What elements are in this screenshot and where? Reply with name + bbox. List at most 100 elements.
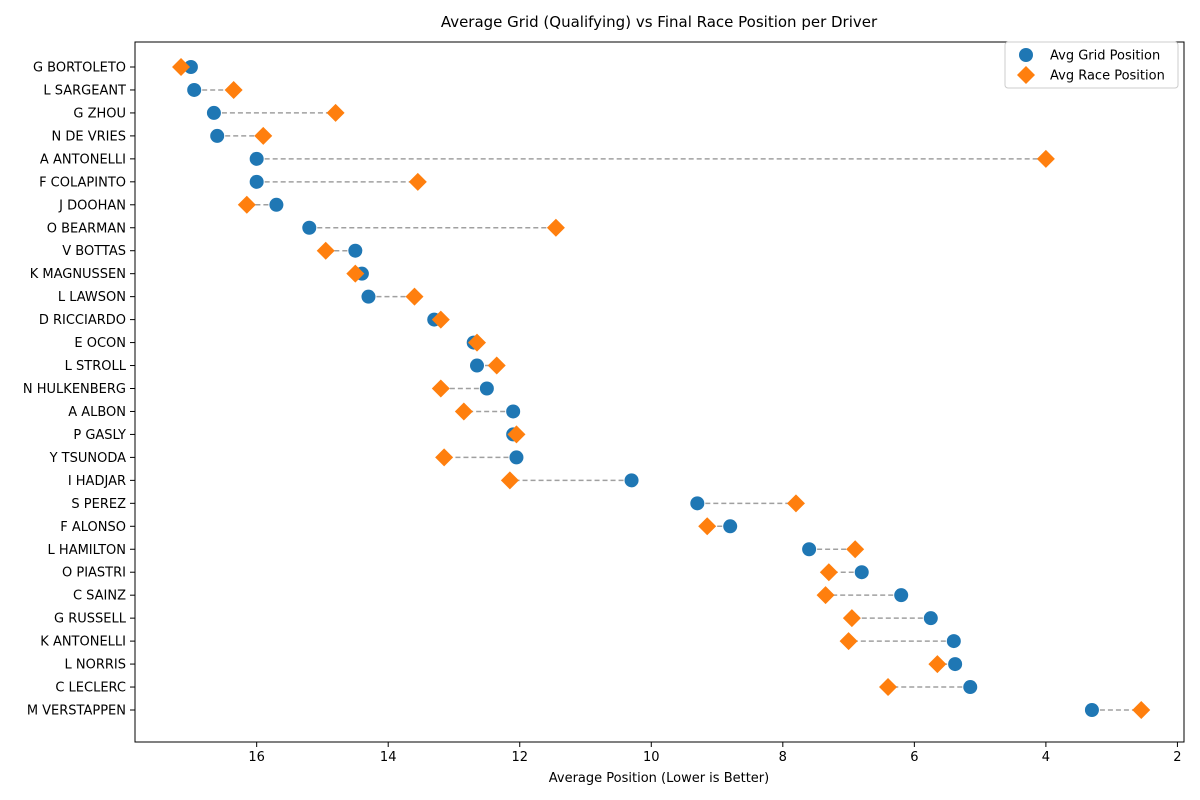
race-position-point (786, 494, 805, 513)
grid-position-point (690, 496, 705, 511)
y-tick-label: A ALBON (68, 405, 126, 420)
chart-title: Average Grid (Qualifying) vs Final Race … (441, 13, 878, 31)
y-tick-label: Y TSUNODA (49, 451, 127, 466)
race-position-point (224, 80, 243, 99)
plot-area: 16 14 12 10 8 6 4 2 G BORTOLETO L SARGEANT G ZHOU N… (23, 41, 1185, 765)
race-position-point (487, 356, 506, 375)
race-position-point (237, 195, 256, 214)
grid-position-point (269, 197, 284, 212)
y-tick-label: M VERSTAPPEN (27, 704, 126, 719)
y-tick-label: K MAGNUSSEN (30, 267, 126, 282)
race-position-point (507, 425, 526, 444)
y-tick-label: D RICCIARDO (39, 313, 126, 328)
grid-position-point (479, 381, 494, 396)
grid-position-point (206, 105, 221, 120)
y-tick-label: S PEREZ (71, 497, 126, 512)
race-position-point (546, 218, 565, 237)
race-position-point (316, 241, 335, 260)
x-tick-label: 10 (643, 750, 660, 765)
race-position-point (839, 632, 858, 651)
y-tick-label: L STROLL (65, 359, 127, 374)
grid-position-point (183, 60, 198, 74)
y-tick-label: L SARGEANT (43, 83, 126, 98)
y-tick-label: I HADJAR (68, 474, 126, 489)
race-position-point (816, 586, 835, 605)
x-tick-label: 16 (248, 750, 265, 765)
grid-position-point (946, 634, 961, 649)
grid-position-point (348, 243, 363, 258)
race-position-point (879, 678, 898, 697)
y-tick-label: J DOOHAN (58, 198, 126, 213)
race-position-point (346, 264, 365, 283)
legend-race-label: Avg Race Position (1050, 69, 1165, 84)
grid-position-point (249, 151, 264, 166)
plot-frame (134, 41, 1185, 743)
y-tick-label: P GASLY (73, 428, 126, 443)
y-tick-label: L HAMILTON (48, 543, 126, 558)
y-tick-label: C LECLERC (55, 681, 126, 696)
y-tick-label: G ZHOU (73, 106, 126, 121)
grid-position-point (506, 404, 521, 419)
y-tick-label: N HULKENBERG (23, 382, 126, 397)
grid-position-point (854, 565, 869, 580)
grid-position-point (302, 220, 317, 235)
race-position-point (1132, 701, 1151, 719)
legend-grid-label: Avg Grid Position (1050, 49, 1160, 64)
y-tick-label: L NORRIS (65, 658, 126, 673)
legend-race-marker (1017, 66, 1035, 84)
grid-position-point (469, 358, 484, 373)
race-position-point (842, 609, 861, 628)
grid-position-point (948, 657, 963, 672)
x-axis-label: Average Position (Lower is Better) (549, 771, 769, 786)
x-tick-label: 4 (1042, 750, 1050, 765)
race-position-point (435, 448, 454, 467)
race-position-point (698, 517, 717, 536)
race-position-point (928, 655, 947, 674)
grid-position-point (210, 128, 225, 143)
grid-position-point (624, 473, 639, 488)
y-tick-label: F COLAPINTO (39, 175, 126, 190)
race-position-point (431, 310, 450, 329)
y-tick-label: K ANTONELLI (40, 635, 126, 650)
y-tick-label: C SAINZ (73, 589, 126, 604)
x-tick-label: 12 (511, 750, 528, 765)
race-position-point (254, 126, 273, 145)
y-tick-label: O BEARMAN (47, 221, 126, 236)
race-position-point (408, 172, 427, 191)
x-tick-label: 6 (910, 750, 918, 765)
x-tick-label: 14 (380, 750, 397, 765)
grid-position-point (361, 289, 376, 304)
y-tick-label: F ALONSO (60, 520, 126, 535)
grid-position-point (1084, 703, 1099, 717)
race-position-point (846, 540, 865, 559)
race-position-point (819, 563, 838, 582)
grid-position-point (894, 588, 909, 603)
race-position-point (431, 379, 450, 398)
grid-position-point (187, 82, 202, 97)
legend-grid-marker (1019, 48, 1033, 62)
grid-position-point (963, 680, 978, 695)
grid-position-point (923, 611, 938, 626)
race-position-point (326, 103, 345, 122)
x-tick-label: 8 (779, 750, 787, 765)
y-tick-label: A ANTONELLI (40, 152, 126, 167)
grid-position-point (509, 450, 524, 465)
y-tick-label: N DE VRIES (52, 129, 126, 144)
race-position-point (500, 471, 519, 490)
y-tick-label: V BOTTAS (62, 244, 126, 259)
y-tick-label: G RUSSELL (54, 612, 127, 627)
race-position-point (172, 58, 191, 76)
y-tick-label: L LAWSON (58, 290, 126, 305)
legend: Avg Grid Position Avg Race Position (1004, 41, 1179, 89)
race-position-point (454, 402, 473, 421)
race-position-point (467, 333, 486, 352)
legend-box (1004, 41, 1179, 89)
y-tick-label: G BORTOLETO (33, 61, 126, 76)
race-position-point (1036, 149, 1055, 168)
y-tick-label: O PIASTRI (62, 566, 126, 581)
x-tick-label: 2 (1173, 750, 1181, 765)
grid-position-point (723, 519, 738, 534)
grid-position-point (249, 174, 264, 189)
